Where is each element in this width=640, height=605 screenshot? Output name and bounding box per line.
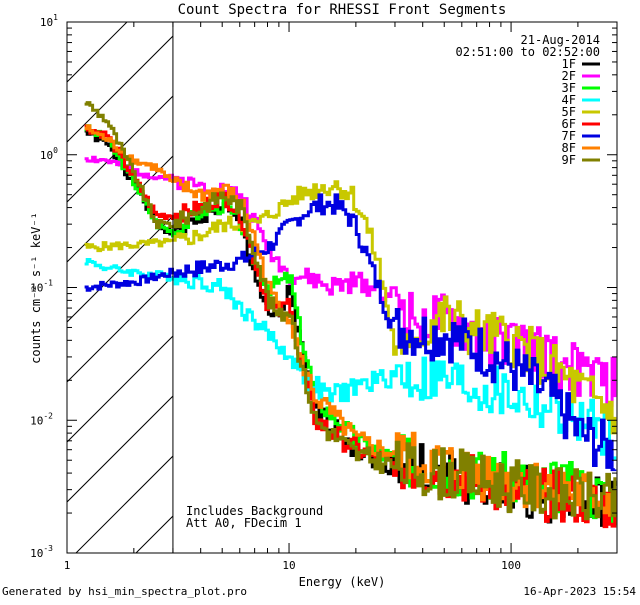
y-axis-label: counts cm⁻² s⁻¹ keV⁻¹ [29,212,43,364]
y-tick-label: 10-3 [30,544,53,560]
annotation-attenuator: Att A0, FDecim 1 [186,516,302,530]
legend-label: 7F [562,129,576,143]
y-tick-label: 10-2 [30,411,53,427]
footer-timestamp: 16-Apr-2023 15:54 [523,585,636,598]
series-line-8F [84,124,617,517]
legend-label: 6F [562,117,576,131]
legend-label: 3F [562,81,576,95]
y-tick-label: 101 [40,13,58,29]
x-tick-label: 1 [64,559,71,572]
hatch-line [67,95,173,203]
legend-label: 5F [562,105,576,119]
x-tick-label: 100 [501,559,521,572]
hatch-line [67,395,173,503]
annotation-background: Includes Background [186,504,323,518]
hatch-line [67,275,173,383]
legend-label: 9F [562,153,576,167]
legend-label: 4F [562,93,576,107]
x-tick-label: 10 [282,559,295,572]
chart-title: Count Spectra for RHESSI Front Segments [178,2,507,18]
date-label: 21-Aug-2014 [521,33,600,47]
legend-label: 1F [562,57,576,71]
y-tick-label: 100 [40,146,58,162]
hatch-line [67,215,173,323]
hatch-line [75,455,173,553]
y-tick-label: 10-1 [30,279,53,295]
footer-generated-by: Generated by hsi_min_spectra_plot.pro [2,585,247,598]
x-axis-label: Energy (keV) [299,575,386,589]
legend-label: 2F [562,69,576,83]
legend-label: 8F [562,141,576,155]
time-range-label: 02:51:00 to 02:52:00 [456,45,601,59]
